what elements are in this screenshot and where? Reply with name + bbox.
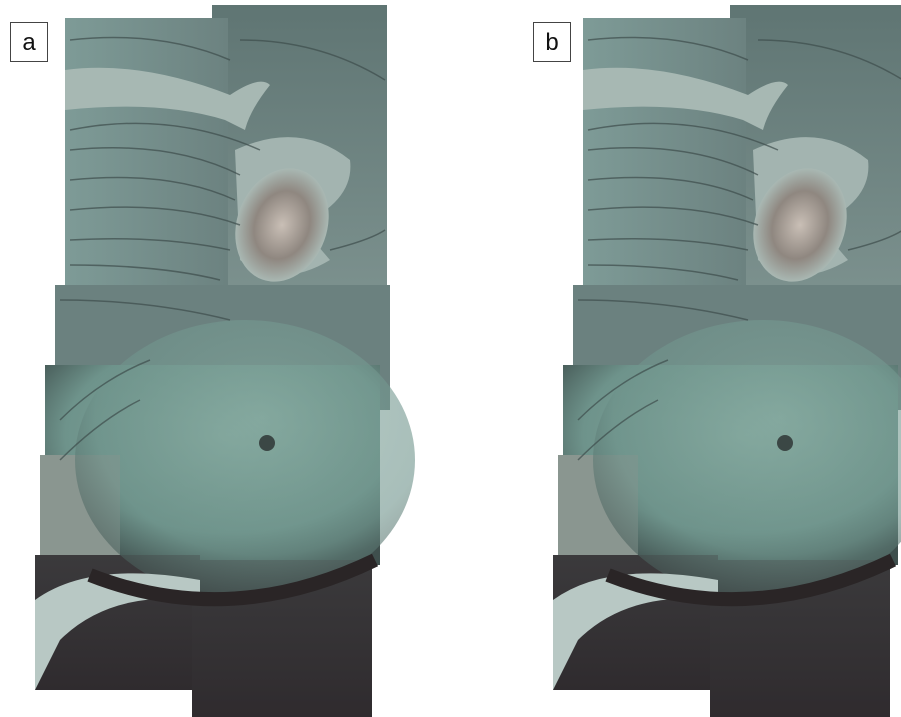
- crater: [777, 435, 793, 451]
- panel-label: b: [533, 22, 571, 62]
- tile: [65, 18, 228, 298]
- mosaic-a: [35, 5, 415, 717]
- figure: a b: [0, 0, 901, 717]
- mosaic-b: [553, 5, 901, 717]
- crater: [259, 435, 275, 451]
- mosaics: [0, 0, 901, 717]
- tile: [583, 18, 746, 298]
- panel-label: a: [10, 22, 48, 62]
